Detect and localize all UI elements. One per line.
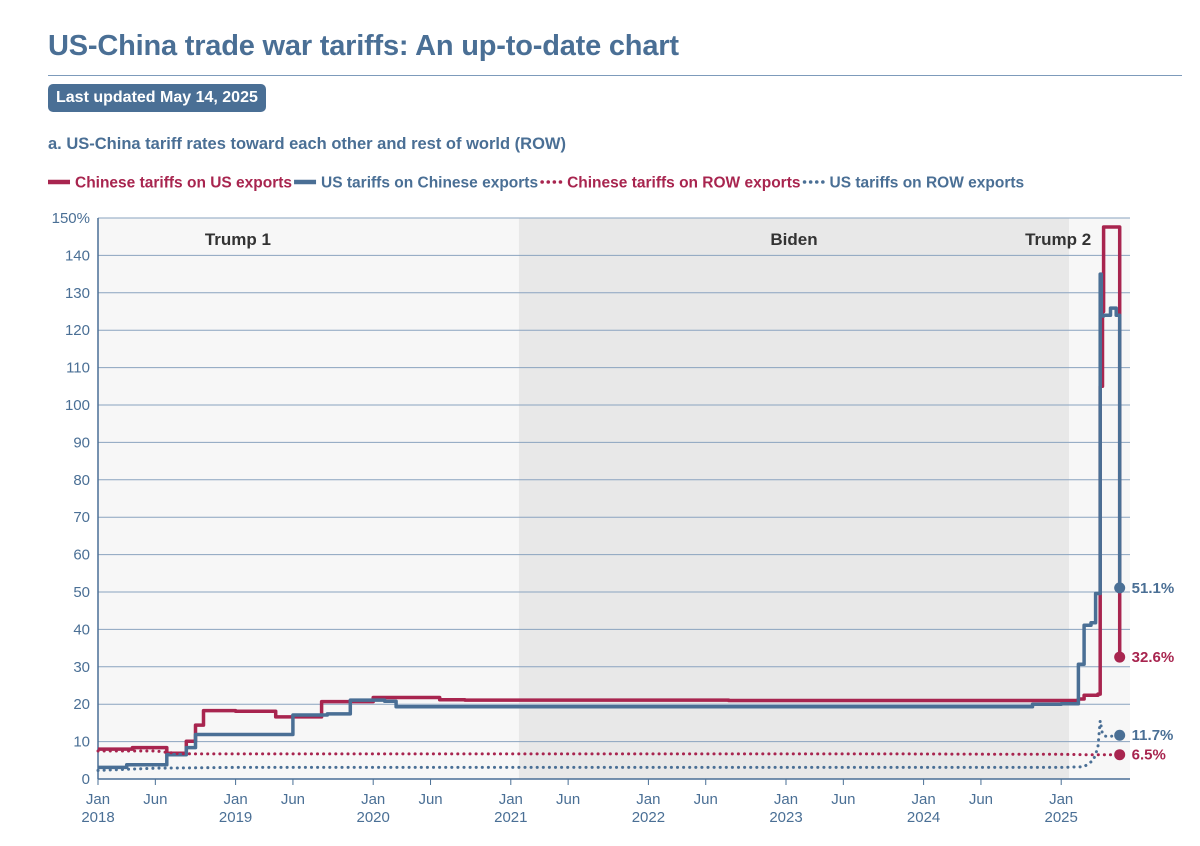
x-tick-label-65: Jun — [831, 791, 855, 808]
period-bg-trump-1 — [98, 218, 519, 779]
x-tick-label-12: Jan — [224, 791, 248, 808]
series-line-chinese-tariffs-on-row-exports — [96, 749, 1122, 757]
legend-item-us-tariffs-on-chinese-exports: US tariffs on Chinese exports — [294, 175, 538, 192]
legend-item-chinese-tariffs-on-us-exports: Chinese tariffs on US exports — [48, 175, 292, 192]
y-tick-label-80: 80 — [73, 472, 90, 489]
chart-subtitle: a. US-China tariff rates toward each oth… — [48, 135, 566, 153]
legend-item-us-tariffs-on-row-exports: US tariffs on ROW exports — [802, 175, 1025, 192]
x-tick-label-17: Jun — [281, 791, 305, 808]
x-tick-label-5: Jun — [143, 791, 167, 808]
x-tick-label-84: Jan — [1049, 791, 1073, 808]
end-label-us-tariffs-on-row-exports: 11.7% — [1132, 727, 1174, 744]
x-tick-label-72: Jan — [912, 791, 936, 808]
y-tick-label-130: 130 — [65, 285, 90, 302]
x-tick-label-0: Jan — [86, 791, 110, 808]
page-title: US-China trade war tariffs: An up-to-dat… — [48, 30, 679, 62]
end-label-chinese-tariffs-on-row-exports: 6.5% — [1132, 747, 1166, 764]
x-tick-year-2024: 2024 — [907, 809, 940, 826]
x-tick-label-41: Jun — [556, 791, 580, 808]
y-tick-label-20: 20 — [73, 696, 90, 713]
y-tick-label-120: 120 — [65, 322, 90, 339]
title-divider — [48, 75, 1182, 76]
axes: 0 10 20 30 40 50 60 70 80 90 100 110 120 130 140 150% Ja… — [52, 210, 1130, 826]
x-tick-year-2023: 2023 — [769, 809, 802, 826]
x-tick-label-60: Jan — [774, 791, 798, 808]
y-tick-label-60: 60 — [73, 547, 90, 564]
y-tick-label-70: 70 — [73, 509, 90, 526]
y-tick-label-50: 50 — [73, 584, 90, 601]
legend: Chinese tariffs on US exports US tariffs … — [48, 175, 1024, 192]
end-labels: 51.1% 32.6% 11.7% 6.5% — [1114, 580, 1174, 764]
x-tick-year-2019: 2019 — [219, 809, 252, 826]
gridlines — [98, 217, 1130, 743]
legend-label-us-tariffs-on-row-exports: US tariffs on ROW exports — [830, 175, 1025, 192]
legend-label-chinese-tariffs-on-us-exports: Chinese tariffs on US exports — [75, 175, 292, 192]
period-label-trump-2: Trump 2 — [1025, 230, 1091, 249]
x-tick-year-2022: 2022 — [632, 809, 665, 826]
last-updated-badge: Last updated May 14, 2025 — [48, 84, 266, 112]
y-tick-label-90: 90 — [73, 434, 90, 451]
y-tick-label-0: 0 — [82, 771, 90, 788]
x-tick-label-29: Jun — [418, 791, 442, 808]
legend-label-chinese-tariffs-on-row-exports: Chinese tariffs on ROW exports — [567, 175, 800, 192]
legend-label-us-tariffs-on-chinese-exports: US tariffs on Chinese exports — [321, 175, 538, 192]
period-labels: Trump 1 Biden Trump 2 — [205, 230, 1091, 249]
series-lines — [96, 225, 1122, 772]
period-label-biden: Biden — [770, 230, 817, 249]
x-tick-year-2021: 2021 — [494, 809, 527, 826]
x-tick-year-2018: 2018 — [81, 809, 114, 826]
y-tick-label-10: 10 — [73, 734, 90, 751]
end-marker-chinese-tariffs-on-row-exports — [1114, 749, 1126, 761]
y-tick-label-100: 100 — [65, 397, 90, 414]
y-tick-label-150: 150% — [52, 210, 90, 227]
y-tick-label-110: 110 — [66, 360, 90, 377]
x-tick-label-48: Jan — [636, 791, 660, 808]
end-marker-chinese-tariffs-on-us-exports — [1114, 651, 1126, 663]
end-label-us-tariffs-on-chinese-exports: 51.1% — [1132, 580, 1175, 597]
series-line-us-tariffs-on-chinese-exports — [98, 272, 1122, 770]
end-marker-us-tariffs-on-chinese-exports — [1114, 582, 1126, 594]
legend-item-chinese-tariffs-on-row-exports: Chinese tariffs on ROW exports — [540, 175, 801, 192]
x-tick-label-24: Jan — [361, 791, 385, 808]
period-bg-biden — [518, 218, 1070, 779]
x-tick-year-2020: 2020 — [357, 809, 390, 826]
x-tick-label-77: Jun — [969, 791, 993, 808]
y-tick-label-140: 140 — [65, 247, 90, 264]
period-backgrounds — [98, 218, 1130, 779]
end-marker-us-tariffs-on-row-exports — [1114, 729, 1126, 741]
x-tick-label-36: Jan — [499, 791, 523, 808]
period-label-trump-1: Trump 1 — [205, 230, 271, 249]
end-label-chinese-tariffs-on-us-exports: 32.6% — [1132, 649, 1175, 666]
y-tick-label-40: 40 — [73, 621, 90, 638]
series-line-us-tariffs-on-row-exports — [96, 719, 1122, 772]
x-tick-year-2025: 2025 — [1045, 809, 1078, 826]
x-tick-label-53: Jun — [694, 791, 718, 808]
y-tick-label-30: 30 — [73, 659, 90, 676]
